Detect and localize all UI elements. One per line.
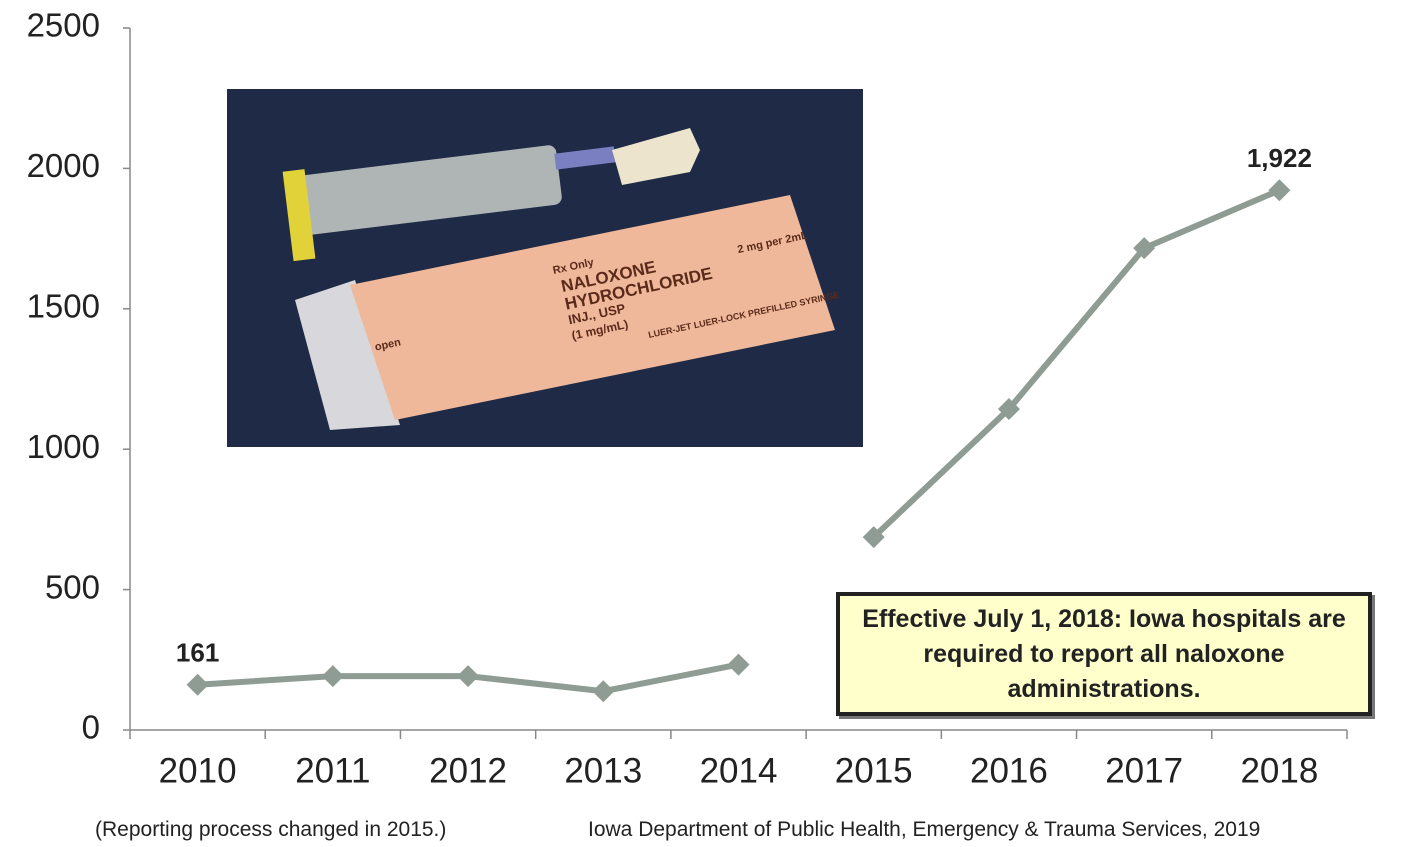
x-tick-label: 2011 bbox=[295, 751, 370, 790]
syringe-flange bbox=[282, 169, 316, 262]
box bbox=[350, 195, 835, 420]
x-tick-label: 2013 bbox=[564, 751, 642, 790]
x-tick-label: 2017 bbox=[1105, 751, 1183, 790]
marker bbox=[1268, 179, 1291, 202]
y-tick-label: 500 bbox=[45, 568, 100, 605]
x-tick-label: 2014 bbox=[700, 751, 778, 790]
y-tick-label: 1000 bbox=[27, 428, 100, 465]
photo-text: open bbox=[374, 336, 402, 353]
photo bbox=[227, 89, 863, 447]
y-tick-label: 1500 bbox=[27, 288, 100, 325]
footnote: (Reporting process changed in 2015.) bbox=[95, 818, 447, 841]
x-tick-label: 2010 bbox=[159, 751, 237, 790]
source: Iowa Department of Public Health, Emerge… bbox=[588, 818, 1261, 841]
line bbox=[871, 187, 1281, 540]
box-flap bbox=[295, 280, 400, 430]
marker bbox=[727, 653, 750, 676]
data-label: 1,922 bbox=[1247, 143, 1312, 173]
y-tick-label: 2000 bbox=[27, 147, 100, 184]
marker bbox=[862, 526, 885, 549]
x-tick-label: 2018 bbox=[1240, 751, 1318, 790]
marker bbox=[592, 680, 615, 703]
y-tick-label: 2500 bbox=[27, 7, 100, 44]
atomizer bbox=[612, 128, 700, 185]
annotation: Effective July 1, 2018: Iowa hospitals a… bbox=[836, 592, 1372, 716]
marker bbox=[997, 398, 1020, 421]
data-label: 161 bbox=[176, 638, 219, 668]
syringe-barrel bbox=[298, 145, 562, 235]
marker bbox=[1133, 237, 1156, 260]
x-tick-label: 2015 bbox=[835, 751, 913, 790]
marker bbox=[457, 665, 480, 688]
syringe-tip bbox=[554, 146, 616, 170]
marker bbox=[186, 673, 209, 696]
marker bbox=[321, 665, 344, 688]
y-tick-label: 0 bbox=[82, 709, 100, 746]
x-tick-label: 2016 bbox=[970, 751, 1048, 790]
x-tick-label: 2012 bbox=[429, 751, 507, 790]
